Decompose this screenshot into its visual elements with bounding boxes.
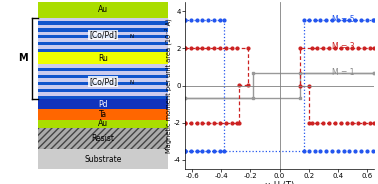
Text: M = 5: M = 5 [332, 15, 355, 24]
Text: Au: Au [98, 5, 108, 14]
Text: Ru: Ru [98, 54, 108, 63]
Y-axis label: Magnetic moment per unit area (10⁻² A): Magnetic moment per unit area (10⁻² A) [165, 18, 172, 153]
Bar [37, 92, 169, 95]
Bar [37, 42, 169, 45]
Bar [37, 75, 169, 78]
Text: [Co/Pd]: [Co/Pd] [89, 77, 117, 86]
Bar [37, 45, 169, 49]
Bar [37, 68, 169, 71]
Text: Substrate: Substrate [84, 155, 122, 164]
Bar [37, 128, 169, 149]
Bar [37, 149, 169, 169]
X-axis label: μ₀H (T): μ₀H (T) [265, 181, 294, 184]
Text: M = 3: M = 3 [332, 42, 355, 51]
Text: Resist: Resist [91, 134, 115, 143]
Bar [37, 82, 169, 85]
Bar [37, 89, 169, 92]
Text: N: N [129, 80, 133, 85]
Bar [37, 28, 169, 31]
Bar [37, 78, 169, 82]
Bar [37, 38, 169, 42]
Bar [37, 109, 169, 120]
Text: [Co/Pd]: [Co/Pd] [89, 31, 117, 40]
Bar [37, 49, 169, 52]
Bar [37, 99, 169, 109]
Bar [37, 2, 169, 18]
Text: Au: Au [98, 119, 108, 128]
Text: Ta: Ta [99, 110, 107, 119]
Text: N: N [129, 34, 133, 39]
Bar [37, 35, 169, 38]
Bar [37, 21, 169, 25]
Bar [37, 31, 169, 35]
Bar [37, 64, 169, 68]
Bar [37, 25, 169, 28]
Text: Pd: Pd [98, 100, 108, 109]
Bar [37, 128, 169, 149]
Bar [37, 52, 169, 64]
Text: M = 1: M = 1 [332, 68, 355, 77]
Bar [37, 120, 169, 128]
Bar [37, 71, 169, 75]
Bar [37, 18, 169, 21]
Bar [37, 95, 169, 99]
Text: M: M [18, 53, 28, 63]
Bar [37, 85, 169, 89]
